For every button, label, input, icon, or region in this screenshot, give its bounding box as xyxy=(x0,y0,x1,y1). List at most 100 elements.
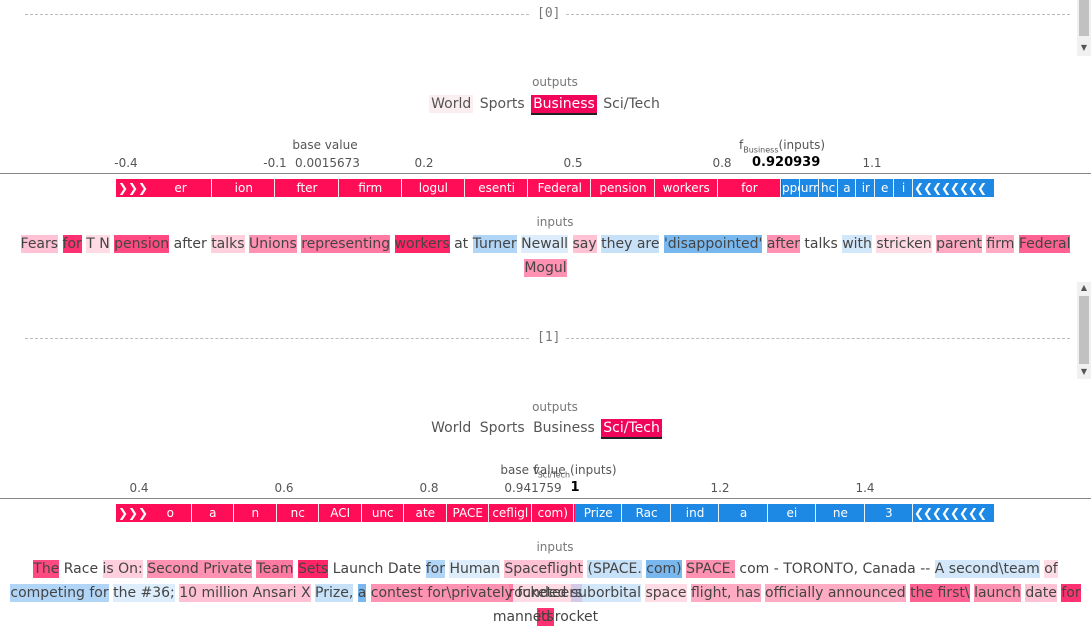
input-token[interactable]: Human xyxy=(449,560,500,578)
input-token[interactable]: Second Private xyxy=(147,560,253,578)
output-world[interactable]: World xyxy=(429,95,474,113)
force-segment[interactable]: ind xyxy=(672,504,720,522)
force-segment[interactable]: Rac xyxy=(623,504,671,522)
input-token[interactable]: Fears xyxy=(20,235,59,253)
force-segment[interactable]: nc xyxy=(278,504,319,522)
input-token[interactable]: com) xyxy=(646,560,682,578)
input-token[interactable]: for xyxy=(425,560,445,578)
force-segment[interactable]: o xyxy=(150,504,192,522)
force-segment[interactable]: ion xyxy=(213,179,276,197)
force-segment[interactable]: Federal xyxy=(529,179,592,197)
force-segment[interactable]: ACI xyxy=(320,504,362,522)
scroll-down-icon[interactable]: ▼ xyxy=(1080,367,1088,376)
input-token[interactable]: Team xyxy=(256,560,294,578)
input-token[interactable]: talks xyxy=(211,235,245,253)
input-token[interactable]: Launch Date xyxy=(332,561,422,577)
scroll-down-icon[interactable]: ▼ xyxy=(1080,43,1088,52)
input-token[interactable]: at xyxy=(454,236,469,252)
input-token[interactable]: The xyxy=(33,560,60,578)
input-token[interactable]: workers xyxy=(394,235,450,253)
input-token[interactable]: date xyxy=(1025,584,1057,602)
output-scitech[interactable]: Sci/Tech xyxy=(601,419,662,439)
force-segment[interactable]: e xyxy=(876,179,895,197)
output-world[interactable]: World xyxy=(431,420,472,436)
force-segment[interactable]: firm xyxy=(340,179,402,197)
input-token[interactable]: 10 million Ansari X xyxy=(179,584,311,602)
scroll-up-icon[interactable]: ▲ xyxy=(1080,283,1088,292)
input-token[interactable]: parent xyxy=(936,235,982,253)
input-token[interactable]: com - TORONTO, Canada -- xyxy=(739,561,931,577)
force-segment[interactable]: esenti xyxy=(466,179,529,197)
input-token[interactable]: flight, has xyxy=(690,584,761,602)
force-segment[interactable]: Prize xyxy=(575,504,623,522)
output-business[interactable]: Business xyxy=(531,95,597,115)
force-segment[interactable]: ate xyxy=(405,504,447,522)
input-token[interactable]: is On: xyxy=(102,560,143,578)
input-token[interactable]: for xyxy=(62,235,82,253)
input-token[interactable]: Federal xyxy=(1018,235,1071,253)
force-segment[interactable]: ne xyxy=(817,504,865,522)
input-token[interactable]: say xyxy=(572,235,597,253)
scrollbar[interactable]: ▲ ▼ xyxy=(1077,282,1091,379)
input-token[interactable]: representing xyxy=(301,235,391,253)
input-token[interactable]: suborbital xyxy=(570,584,641,602)
scroll-thumb[interactable] xyxy=(1079,0,1089,36)
force-segment[interactable]: fter xyxy=(276,179,339,197)
input-token[interactable]: A second\team xyxy=(934,560,1040,578)
input-token[interactable]: the #36; xyxy=(113,584,175,602)
input-token[interactable]: contest for\privately xyxy=(370,584,513,602)
force-segment[interactable]: i xyxy=(895,179,913,197)
force-segment[interactable]: logul xyxy=(403,179,465,197)
input-token[interactable]: Unions xyxy=(249,235,297,253)
input-token[interactable]: Prize, xyxy=(315,584,354,602)
force-segment[interactable]: com) xyxy=(533,504,574,522)
input-token[interactable]: space xyxy=(645,584,687,602)
force-segment[interactable]: n xyxy=(235,504,277,522)
input-token[interactable]: competing for xyxy=(10,584,109,602)
force-segment[interactable]: 3 xyxy=(866,504,913,522)
input-token[interactable]: they are xyxy=(601,235,660,253)
input-token[interactable]: after xyxy=(766,235,800,253)
input-token[interactable]: Sets xyxy=(297,560,329,578)
input-token[interactable]: funded xyxy=(517,585,567,601)
output-sports[interactable]: Sports xyxy=(479,420,525,436)
scroll-thumb[interactable] xyxy=(1079,296,1089,364)
force-segment[interactable]: a xyxy=(193,504,234,522)
force-segment[interactable]: ei xyxy=(769,504,817,522)
scrollbar[interactable]: ▼ xyxy=(1077,0,1091,56)
input-token[interactable]: Mogul xyxy=(524,259,567,277)
input-token[interactable]: with xyxy=(842,235,872,253)
input-token[interactable]: stricken xyxy=(876,235,932,253)
force-segment[interactable]: pension xyxy=(592,179,655,197)
force-segment[interactable]: ppoi xyxy=(782,179,800,197)
output-scitech[interactable]: Sci/Tech xyxy=(603,96,660,112)
input-token[interactable]: firm xyxy=(986,235,1015,253)
force-segment[interactable]: ir xyxy=(857,179,876,197)
input-token[interactable]: the first\ xyxy=(910,584,970,602)
force-segment[interactable]: cefligl xyxy=(490,504,532,522)
input-token[interactable]: T N xyxy=(86,235,110,253)
input-token[interactable]: SPACE. xyxy=(686,560,735,578)
output-business[interactable]: Business xyxy=(533,420,595,436)
input-token[interactable]: Spaceflight xyxy=(504,560,584,578)
output-sports[interactable]: Sports xyxy=(479,96,525,112)
input-token[interactable]: officially announced xyxy=(765,584,906,602)
input-token[interactable]: a xyxy=(357,584,367,602)
input-token[interactable]: Race xyxy=(63,561,99,577)
input-token[interactable]: (SPACE. xyxy=(587,560,642,578)
input-token[interactable]: manned rocket xyxy=(492,609,599,625)
force-segment[interactable]: urn xyxy=(801,179,819,197)
input-token[interactable]: launch xyxy=(974,584,1021,602)
force-segment[interactable]: hc xyxy=(820,179,838,197)
force-segment[interactable]: er xyxy=(150,179,213,197)
input-token[interactable]: Newall xyxy=(521,235,569,253)
input-token[interactable]: 'disappointed' xyxy=(663,235,763,253)
input-token[interactable]: Turner xyxy=(472,235,517,253)
input-token[interactable]: pension xyxy=(114,235,170,253)
force-segment[interactable]: a xyxy=(839,179,857,197)
force-segment[interactable]: a xyxy=(720,504,768,522)
input-token[interactable]: talks xyxy=(804,236,838,252)
force-segment[interactable]: for xyxy=(719,179,781,197)
force-segment[interactable]: PACE xyxy=(448,504,489,522)
force-segment[interactable]: unc xyxy=(363,504,404,522)
